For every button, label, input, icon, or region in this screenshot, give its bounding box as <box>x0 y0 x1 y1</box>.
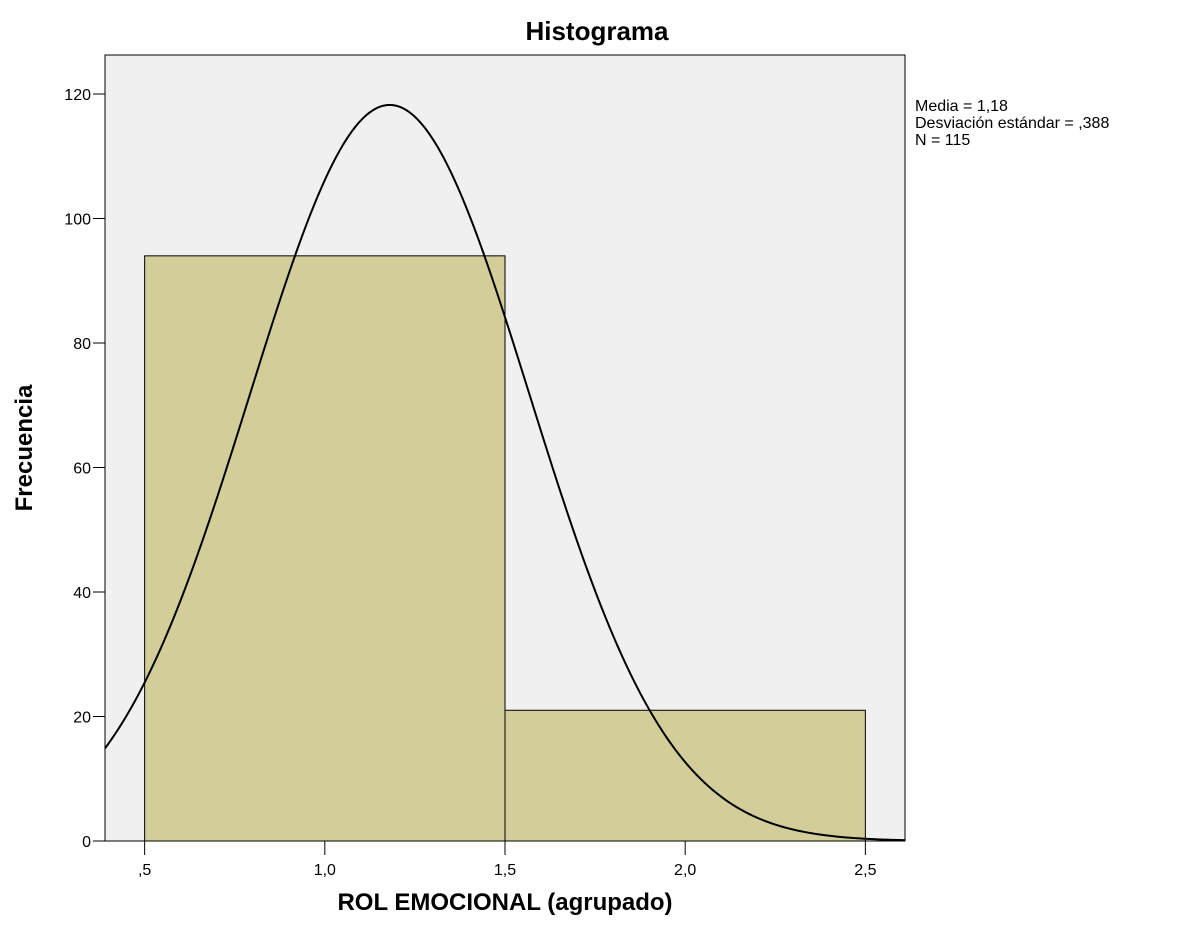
y-tick-label: 80 <box>73 336 91 353</box>
normal-curve <box>104 103 906 842</box>
stats-mean: Media = 1,18 <box>915 98 1008 115</box>
y-tick-label: 20 <box>73 710 91 727</box>
x-tick-label: ,5 <box>138 862 151 879</box>
x-tick-label: 1,0 <box>314 862 336 879</box>
x-axis-label: ROL EMOCIONAL (agrupado) <box>337 889 672 916</box>
y-tick-label: 60 <box>73 461 91 478</box>
histogram-bar <box>144 255 506 842</box>
x-tick-label: 1,5 <box>494 862 516 879</box>
x-tick-label: 2,5 <box>854 862 876 879</box>
y-tick-label: 120 <box>64 87 91 104</box>
y-tick-label: 40 <box>73 585 91 602</box>
bars-group <box>144 255 866 842</box>
stats-sd: Desviación estándar = ,388 <box>915 115 1109 132</box>
chart-title: Histograma <box>525 16 669 46</box>
y-axis: 0 20 40 60 80 100 120 <box>64 87 105 851</box>
x-tick-label: 2,0 <box>674 862 696 879</box>
stats-n: N = 115 <box>915 132 970 149</box>
y-tick-label: 100 <box>64 212 91 229</box>
histogram-bar <box>504 709 866 842</box>
x-axis: ,5 1,0 1,5 2,0 2,5 <box>138 841 877 879</box>
y-tick-label: 0 <box>82 834 91 851</box>
y-axis-label: Frecuencia <box>11 384 38 511</box>
